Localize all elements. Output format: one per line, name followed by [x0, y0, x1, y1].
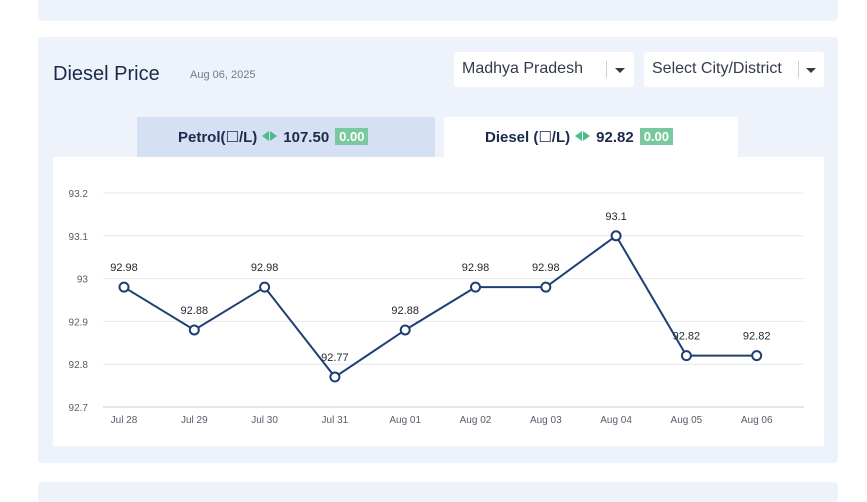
- city-select[interactable]: Select City/District: [644, 52, 824, 87]
- next-card: [38, 482, 838, 502]
- data-point: [329, 371, 341, 383]
- data-point: [540, 281, 552, 293]
- tab-diesel-price: 92.82: [596, 129, 634, 146]
- x-tick-label: Jul 28: [111, 415, 138, 426]
- y-tick-label: 93.2: [69, 189, 89, 200]
- tab-petrol[interactable]: Petrol(☐/L) 107.50 0.00: [137, 117, 435, 157]
- data-label: 92.88: [391, 305, 419, 317]
- state-select-value: Madhya Pradesh: [462, 60, 583, 77]
- data-label: 92.77: [321, 352, 349, 364]
- data-point: [470, 281, 481, 293]
- data-point: [188, 324, 200, 336]
- data-point: [680, 350, 692, 362]
- x-tick-label: Aug 04: [600, 415, 632, 426]
- tab-petrol-price: 107.50: [283, 129, 330, 146]
- data-point: [118, 281, 130, 293]
- data-point: [399, 324, 411, 336]
- previous-card: [38, 0, 838, 21]
- data-label: 92.98: [462, 262, 490, 274]
- x-tick-label: Aug 03: [530, 415, 562, 426]
- x-tick-label: Aug 01: [389, 415, 421, 426]
- data-point: [751, 350, 763, 362]
- y-tick-label: 92.7: [69, 403, 89, 414]
- y-tick-label: 92.8: [69, 360, 89, 371]
- x-tick-label: Jul 29: [181, 415, 208, 426]
- city-select-divider: [798, 61, 799, 78]
- x-tick-label: Jul 31: [322, 415, 349, 426]
- chevron-down-icon[interactable]: [806, 68, 816, 73]
- state-select-divider: [606, 61, 607, 78]
- data-label: 92.98: [251, 262, 279, 274]
- x-tick-label: Aug 05: [671, 415, 703, 426]
- chevron-down-icon[interactable]: [615, 68, 625, 73]
- data-point: [259, 281, 271, 293]
- y-tick-label: 92.9: [69, 317, 89, 328]
- tab-petrol-label: Petrol(☐/L): [178, 129, 258, 146]
- page-title: Diesel Price: [53, 63, 160, 85]
- state-select[interactable]: Madhya Pradesh: [454, 52, 634, 87]
- x-tick-label: Aug 02: [460, 415, 492, 426]
- data-label: 92.98: [110, 262, 138, 274]
- city-select-placeholder: Select City/District: [652, 60, 782, 77]
- y-tick-label: 93.1: [69, 232, 89, 243]
- x-tick-label: Aug 06: [741, 415, 773, 426]
- price-line-chart: 92.7 92.8 92.9 93 93.1 93.2 Jul 28 Jul 29 Jul 30…: [69, 189, 804, 426]
- petrol-change-badge: 0.00: [335, 128, 369, 145]
- diesel-price-line: [123, 234, 757, 379]
- x-tick-label: Jul 30: [251, 415, 278, 426]
- price-chart: 92.7 92.8 92.9 93 93.1 93.2 Jul 28 Jul 29 Jul 30…: [53, 157, 824, 446]
- left-right-arrows-icon: [262, 128, 278, 145]
- tab-diesel[interactable]: Diesel (☐/L) 92.82 0.00: [444, 117, 738, 157]
- data-label: 93.1: [605, 211, 626, 223]
- tab-diesel-label: Diesel (☐/L): [485, 129, 571, 146]
- data-label: 92.82: [743, 331, 771, 343]
- diesel-price-panel: Diesel Price Aug 06, 2025 Madhya Pradesh…: [38, 37, 838, 463]
- data-label: 92.88: [181, 305, 209, 317]
- data-label: 92.98: [532, 262, 560, 274]
- left-right-arrows-icon: [575, 128, 591, 145]
- data-point: [610, 230, 622, 242]
- y-tick-label: 93: [77, 275, 89, 286]
- diesel-change-badge: 0.00: [639, 128, 673, 145]
- price-date: Aug 06, 2025: [190, 69, 256, 81]
- data-label: 92.82: [673, 331, 701, 343]
